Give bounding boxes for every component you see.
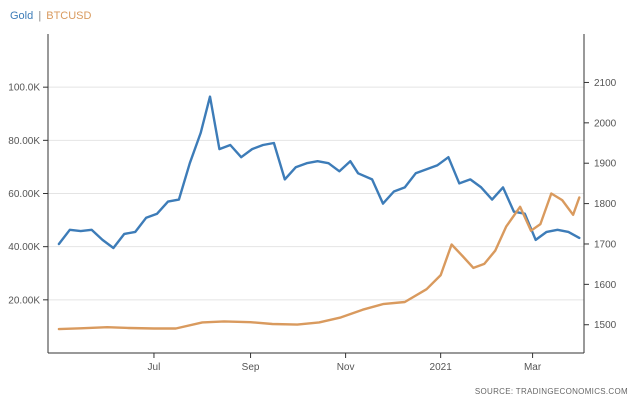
series-lines — [57, 95, 581, 331]
x-tick-label: Sep — [242, 362, 260, 373]
x-tick-label: Nov — [337, 362, 355, 373]
right-tick-label: 1900 — [594, 159, 617, 170]
right-tick-label: 1500 — [594, 320, 617, 331]
gridlines — [48, 86, 584, 301]
left-tick-label: 80.00K — [8, 136, 40, 147]
tick-labels: 20.00K 40.00K 60.00K 80.00K 100.0K 1500 1600 17… — [8, 78, 616, 373]
x-tick-label: 2021 — [430, 362, 453, 373]
left-tick-label: 20.00K — [8, 295, 40, 306]
x-tick-label: Mar — [524, 362, 542, 373]
left-tick-label: 100.0K — [8, 83, 40, 94]
left-tick-label: 60.00K — [8, 189, 40, 200]
right-tick-label: 1600 — [594, 280, 617, 291]
right-tick-label: 1700 — [594, 239, 617, 250]
legend-gold[interactable]: Gold — [10, 10, 34, 22]
legend: Gold | BTCUSD — [10, 10, 91, 22]
x-tick-label: Jul — [148, 362, 161, 373]
legend-btcusd[interactable]: BTCUSD — [46, 10, 92, 22]
series-line-gold — [57, 95, 581, 250]
source-note[interactable]: SOURCE: TRADINGECONOMICS.COM — [474, 387, 628, 396]
right-tick-label: 1800 — [594, 199, 617, 210]
right-tick-label: 2000 — [594, 118, 617, 129]
left-tick-label: 40.00K — [8, 242, 40, 253]
legend-separator: | — [38, 10, 42, 22]
series-line-btcusd — [57, 192, 581, 331]
right-tick-label: 2100 — [594, 78, 617, 89]
axes — [43, 34, 589, 358]
